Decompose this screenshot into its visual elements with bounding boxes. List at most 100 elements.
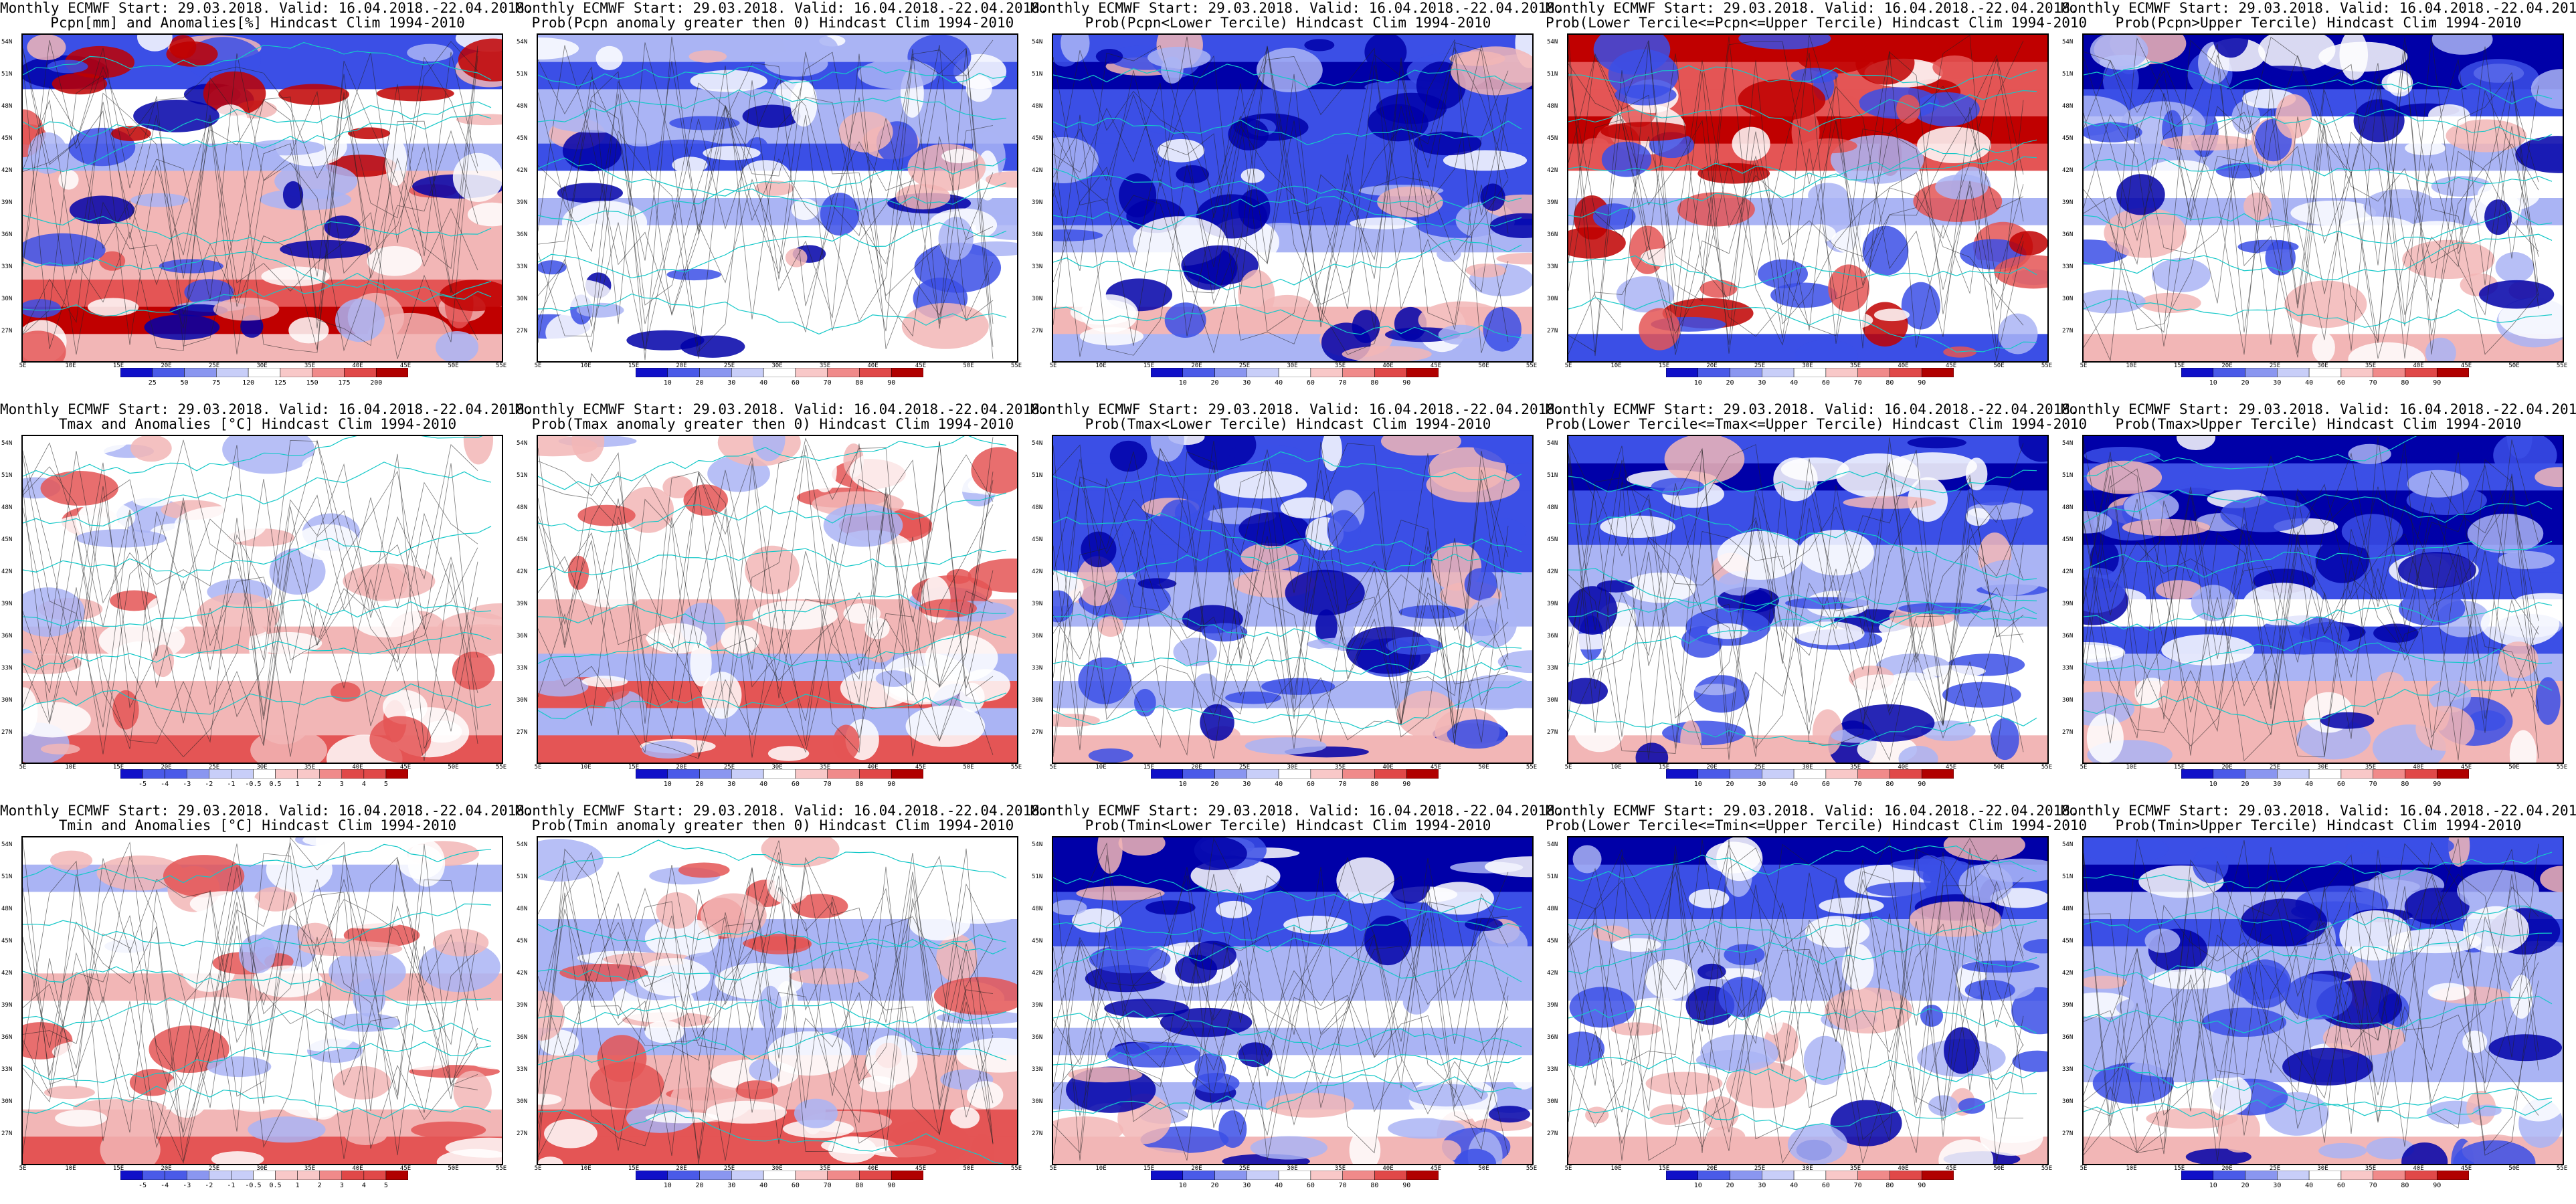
- longitude-label: 40E: [352, 1165, 363, 1172]
- longitude-label: 55E: [2556, 363, 2568, 369]
- longitude-label: 50E: [2508, 363, 2520, 369]
- longitude-label: 10E: [580, 1165, 591, 1172]
- colorbar-tick-label: 90: [1402, 781, 1411, 788]
- latitude-label: 51N: [1547, 71, 1558, 78]
- longitude-label: 20E: [676, 764, 687, 771]
- colorbar-tick-label: 20: [1726, 781, 1734, 788]
- longitude-label: 35E: [1849, 1165, 1861, 1172]
- latitude-label: 42N: [1, 167, 13, 174]
- colorbar-tick-label: 60: [791, 781, 800, 788]
- longitude-label: 25E: [723, 764, 735, 771]
- latitude-label: 39N: [1, 199, 13, 206]
- colorbar-tick-label: 60: [2336, 1182, 2345, 1189]
- colorbar-tick-label: 40: [1275, 781, 1283, 788]
- colorbar-tick-label: 90: [1918, 781, 1926, 788]
- colorbar: [636, 769, 923, 779]
- panel-title: Prob(Lower Tercile<=Tmin<=Upper Tercile)…: [1546, 817, 2088, 833]
- map-field: [1567, 836, 2049, 1165]
- longitude-label: 55E: [495, 363, 507, 369]
- latitude-label: 39N: [2062, 1002, 2074, 1009]
- longitude-label: 5E: [19, 363, 27, 369]
- longitude-label: 25E: [723, 1165, 735, 1172]
- longitude-label: 20E: [1706, 764, 1718, 771]
- longitude-label: 10E: [1095, 1165, 1107, 1172]
- colorbar-tick-label: 20: [2241, 1182, 2249, 1189]
- longitude-label: 10E: [2126, 363, 2137, 369]
- longitude-label: 55E: [1010, 363, 1022, 369]
- latitude-label: 54N: [2062, 440, 2074, 447]
- longitude-label: 15E: [112, 363, 124, 369]
- colorbar-tick-label: 40: [1790, 1182, 1799, 1189]
- colorbar-tick-label: 25: [148, 379, 157, 387]
- latitude-label: 30N: [1, 296, 13, 302]
- colorbar-tick-label: 30: [1758, 1182, 1766, 1189]
- longitude-label: 25E: [2269, 363, 2281, 369]
- map-panel: Monthly ECMWF Start: 29.03.2018. Valid: …: [1030, 401, 1564, 803]
- panel-title: Prob(Tmin anomaly greater then 0) Hindca…: [531, 817, 1014, 833]
- latitude-label: 48N: [1547, 504, 1558, 511]
- colorbar-tick-label: 80: [1370, 1182, 1379, 1189]
- colorbar-tick-label: 60: [2336, 781, 2345, 788]
- longitude-label: 20E: [161, 764, 172, 771]
- latitude-label: 51N: [2062, 874, 2074, 880]
- latitude-label: 54N: [1, 39, 13, 45]
- panel-header: Monthly ECMWF Start: 29.03.2018. Valid: …: [0, 803, 533, 819]
- colorbar-tick-label: 175: [338, 379, 351, 387]
- longitude-label: 5E: [19, 1165, 27, 1172]
- longitude-label: 40E: [1382, 1165, 1394, 1172]
- latitude-label: 36N: [1032, 1034, 1043, 1041]
- colorbar-tick-label: 4: [361, 1182, 366, 1189]
- longitude-label: 45E: [1945, 1165, 1957, 1172]
- colorbar-tick-label: 1: [295, 1182, 300, 1189]
- colorbar-tick-label: 1: [295, 781, 300, 788]
- latitude-label: 30N: [517, 296, 528, 302]
- longitude-label: 10E: [2126, 1165, 2137, 1172]
- colorbar-tick-label: 10: [1178, 379, 1187, 387]
- longitude-label: 15E: [628, 1165, 640, 1172]
- longitude-label: 40E: [1382, 764, 1394, 771]
- longitude-label: 25E: [1754, 1165, 1766, 1172]
- colorbar-tick-label: 80: [2401, 1182, 2409, 1189]
- latitude-label: 54N: [517, 440, 528, 447]
- colorbar-tick-label: 80: [1885, 1182, 1894, 1189]
- longitude-label: 55E: [2041, 363, 2053, 369]
- colorbar-tick-label: 20: [695, 379, 704, 387]
- latitude-label: 54N: [2062, 841, 2074, 848]
- latitude-label: 30N: [1547, 1098, 1558, 1105]
- longitude-label: 25E: [208, 1165, 220, 1172]
- latitude-label: 51N: [517, 472, 528, 479]
- colorbar-tick-label: 90: [1918, 379, 1926, 387]
- latitude-label: 45N: [517, 938, 528, 944]
- longitude-label: 20E: [2221, 1165, 2233, 1172]
- longitude-label: 45E: [2460, 363, 2472, 369]
- latitude-label: 48N: [1, 103, 13, 110]
- map-field: [537, 836, 1018, 1165]
- longitude-label: 10E: [1611, 764, 1622, 771]
- colorbar: [1666, 1171, 1954, 1180]
- longitude-label: 10E: [65, 1165, 76, 1172]
- longitude-label: 45E: [399, 764, 411, 771]
- colorbar-tick-label: 90: [887, 781, 896, 788]
- latitude-label: 48N: [2062, 906, 2074, 912]
- longitude-label: 5E: [534, 764, 542, 771]
- colorbar-tick-label: 10: [663, 781, 672, 788]
- latitude-label: 42N: [2062, 569, 2074, 575]
- colorbar-tick-label: 80: [1370, 379, 1379, 387]
- latitude-label: 54N: [1032, 39, 1043, 45]
- colorbar-tick-label: 3: [339, 781, 344, 788]
- colorbar-tick-label: 40: [759, 1182, 768, 1189]
- map-field: [2082, 836, 2564, 1165]
- colorbar-tick-label: 70: [1338, 781, 1347, 788]
- latitude-label: 33N: [1032, 264, 1043, 270]
- colorbar-tick-label: 70: [1853, 1182, 1862, 1189]
- latitude-label: 33N: [2062, 1066, 2074, 1073]
- latitude-label: 45N: [1032, 536, 1043, 543]
- latitude-label: 33N: [1, 665, 13, 672]
- latitude-label: 39N: [1, 1002, 13, 1009]
- longitude-label: 15E: [112, 764, 124, 771]
- map-field: [2082, 33, 2564, 363]
- longitude-label: 15E: [2173, 764, 2185, 771]
- colorbar-tick-label: 10: [1178, 1182, 1187, 1189]
- longitude-label: 50E: [963, 1165, 974, 1172]
